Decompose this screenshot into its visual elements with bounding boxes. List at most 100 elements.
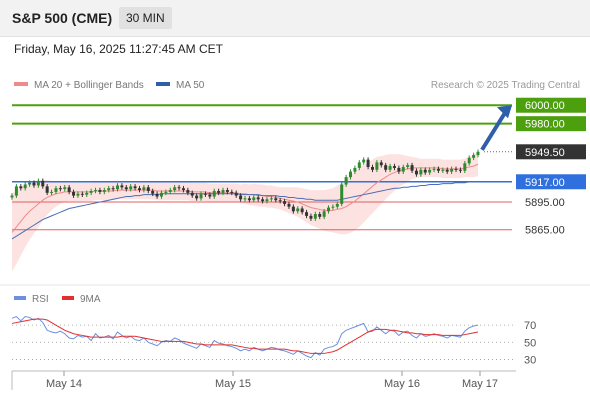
candle-body (458, 169, 462, 171)
candle-body (432, 168, 436, 170)
candle-body (419, 169, 423, 175)
candle-body (379, 162, 383, 166)
candle-body (357, 162, 361, 168)
x-tick-label: May 17 (462, 378, 498, 390)
candle-body (375, 162, 379, 170)
candle-body (410, 165, 414, 171)
candle-body (94, 190, 98, 192)
candle-body (388, 166, 392, 170)
candle-body (137, 188, 141, 191)
candle-body (287, 203, 291, 207)
level-label-bg-5949.50 (516, 144, 586, 160)
candle-body (102, 190, 106, 192)
candle-body (177, 187, 181, 189)
bollinger-band (12, 152, 478, 272)
candle-body (256, 197, 260, 200)
candle-body (335, 203, 339, 207)
rsi-tick-50: 50 (524, 337, 536, 349)
candle-body (362, 159, 366, 163)
candle-body (252, 197, 256, 201)
ma20-swatch (14, 82, 28, 87)
candle-body (63, 187, 67, 190)
x-tick-label: May 16 (384, 378, 420, 390)
candle-body (305, 212, 309, 216)
candle-body (159, 192, 163, 197)
rsi-line (11, 315, 479, 359)
candle-body (234, 192, 238, 196)
candle-body (472, 155, 476, 158)
candle-body (392, 166, 396, 168)
level-label-bg-5917.00 (516, 174, 586, 190)
legend-rsi-ma: 9MA (62, 294, 101, 305)
rsi-tick-70: 70 (524, 320, 536, 332)
candle-body (54, 188, 58, 192)
candle-body (221, 190, 225, 193)
instrument-title: S&P 500 (CME) (12, 10, 113, 26)
x-tick-label: May 15 (215, 378, 251, 390)
candle-body (199, 193, 203, 199)
candle-body (151, 190, 155, 194)
candle-body (58, 188, 62, 190)
candle-body (445, 169, 449, 172)
x-tick-label: May 14 (46, 378, 82, 390)
level-label-5980.00: 5980.00 (525, 119, 565, 131)
candle-body (318, 214, 322, 217)
legend-ma50: MA 50 (156, 80, 204, 91)
candle-body (441, 169, 445, 171)
candle-body (261, 199, 265, 202)
candle-body (45, 186, 49, 193)
candle-body (454, 168, 458, 170)
candle-body (208, 194, 212, 197)
candle-body (98, 190, 102, 192)
candle-body (467, 157, 471, 164)
candle-body (111, 188, 115, 190)
candle-body (50, 191, 54, 193)
level-label-bg-6000.00 (516, 97, 586, 113)
candle-body (476, 151, 480, 156)
candle-body (327, 207, 331, 212)
candle-body (274, 198, 278, 201)
candle-body (164, 191, 168, 193)
rsi-ma-swatch (62, 296, 74, 301)
candle-body (463, 163, 467, 171)
candle-body (10, 195, 14, 198)
candle-body (217, 190, 221, 193)
legend-rsi: RSI (14, 294, 49, 305)
candle-body (23, 184, 27, 189)
level-label-5895.00: 5895.00 (525, 197, 565, 209)
candle-body (146, 187, 150, 191)
candle-body (322, 211, 326, 217)
candle-body (225, 190, 229, 192)
candle-body (309, 215, 313, 219)
rsi-ma-line (11, 318, 479, 354)
candle-body (173, 187, 177, 191)
candle-body (401, 167, 405, 172)
rsi-swatch (14, 296, 26, 301)
candle-body (120, 185, 124, 188)
candle-body (265, 199, 269, 202)
timeframe-button[interactable]: 30 MIN (119, 7, 172, 29)
candle-body (195, 195, 199, 199)
rsi-tick-30: 30 (524, 354, 536, 366)
candle-body (291, 206, 295, 212)
candle-body (186, 190, 190, 193)
level-label-5917.00: 5917.00 (525, 177, 565, 189)
credit-label: Research © 2025 Trading Central (430, 80, 580, 91)
projection-arrow-head (497, 105, 512, 119)
level-label-6000.00: 6000.00 (525, 100, 565, 112)
candle-body (340, 184, 344, 204)
candle-body (344, 177, 348, 185)
legend-ma20-bb: MA 20 + Bollinger Bands (14, 80, 144, 91)
level-label-bg-5980.00 (516, 116, 586, 132)
rsi-ma-legend-label: 9MA (80, 294, 101, 305)
candle-body (19, 186, 23, 189)
ma20-legend-label: MA 20 + Bollinger Bands (34, 80, 144, 91)
candle-body (283, 201, 287, 204)
candle-body (428, 169, 432, 173)
candle-body (41, 180, 45, 187)
candle-body (181, 188, 185, 191)
candle-body (384, 165, 388, 170)
level-label-5865.00: 5865.00 (525, 225, 565, 237)
candle-body (14, 186, 18, 196)
